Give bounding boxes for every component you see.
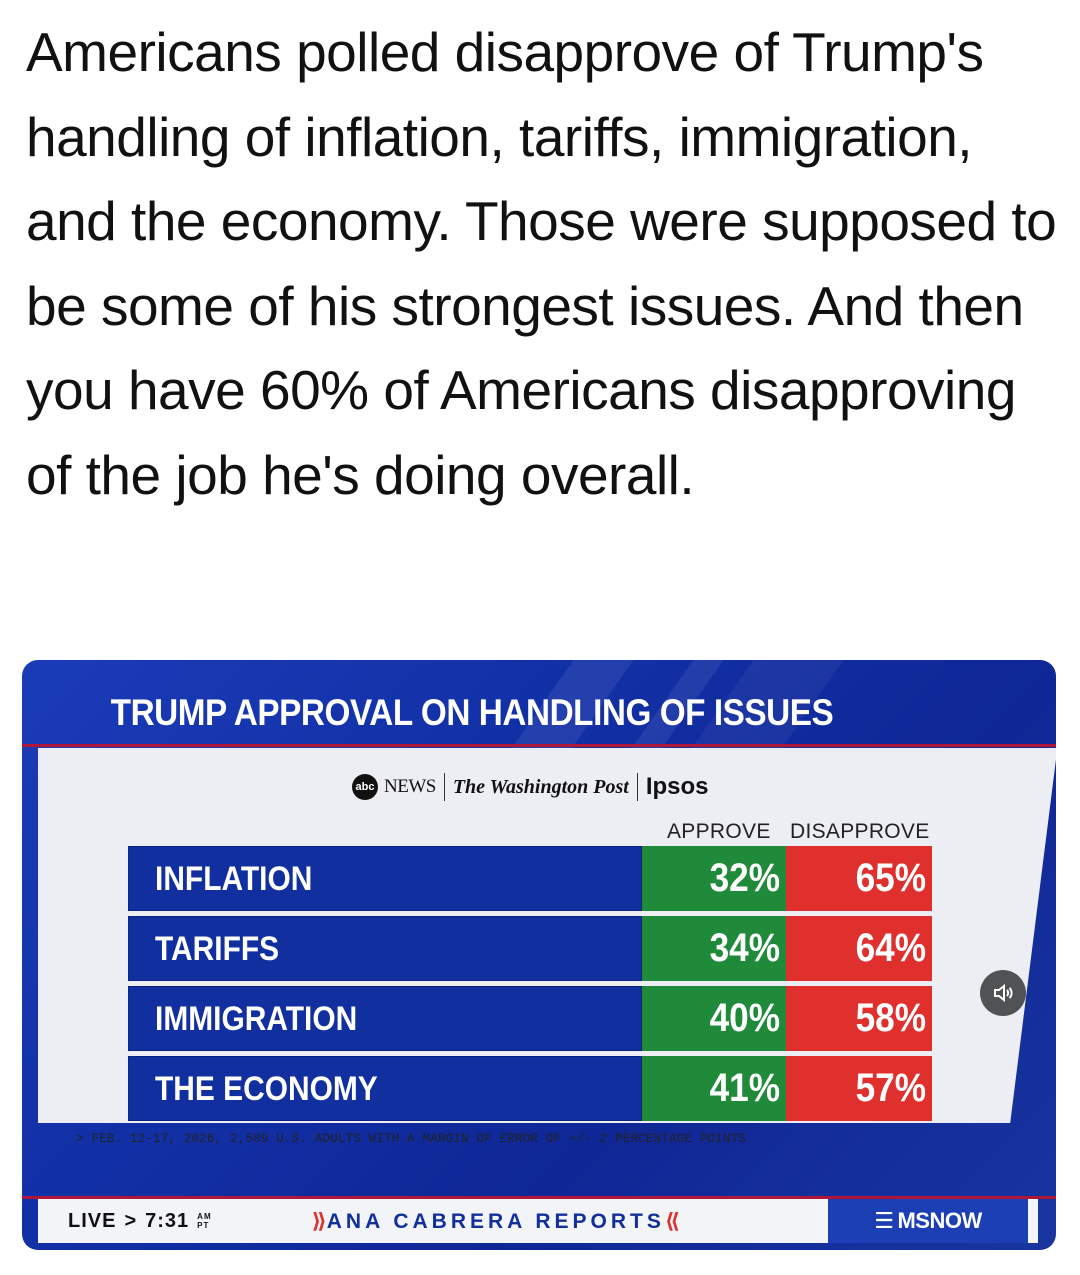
- abc-news-label: NEWS: [384, 776, 436, 797]
- issue-label: THE ECONOMY: [128, 1056, 642, 1121]
- table-row: IMMIGRATION 40% 58%: [128, 986, 932, 1056]
- title-divider: [22, 744, 1056, 747]
- ticker-divider: [22, 1196, 1056, 1199]
- live-indicator: LIVE > 7:31 AM PT: [38, 1210, 212, 1233]
- source-divider: [636, 773, 638, 801]
- disapprove-column-header: DISAPPROVE: [790, 820, 930, 843]
- table-row: INFLATION 32% 65%: [128, 846, 932, 916]
- tv-screenshot: TRUMP APPROVAL ON HANDLING OF ISSUES abc…: [22, 660, 1056, 1250]
- graphic-title: TRUMP APPROVAL ON HANDLING OF ISSUES: [110, 692, 834, 733]
- network-logo: ☰ MSNOW: [828, 1199, 1028, 1243]
- poll-footnote: > FEB. 12-17, 2026, 2,589 U.S. ADULTS WI…: [76, 1132, 747, 1146]
- issue-label: INFLATION: [128, 846, 642, 911]
- live-label: LIVE: [68, 1209, 117, 1232]
- issue-label: IMMIGRATION: [128, 986, 642, 1051]
- approve-column-header: APPROVE: [667, 820, 771, 843]
- live-time: 7:31: [145, 1209, 190, 1232]
- network-mark-icon: ☰: [874, 1208, 894, 1233]
- source-divider: [443, 773, 445, 801]
- table-row: THE ECONOMY 41% 57%: [128, 1056, 932, 1126]
- disapprove-value: 64%: [786, 916, 932, 981]
- chevron-left-icon: ⟪: [664, 1209, 681, 1233]
- approve-value: 32%: [642, 846, 786, 911]
- approve-value: 41%: [642, 1056, 786, 1121]
- disapprove-value: 58%: [786, 986, 932, 1051]
- speaker-icon[interactable]: [980, 970, 1026, 1016]
- show-name: ⟫ANA CABRERA REPORTS⟪: [311, 1209, 681, 1233]
- approve-value: 40%: [642, 986, 786, 1051]
- approve-value: 34%: [642, 916, 786, 981]
- post-text: Americans polled disapprove of Trump's h…: [26, 21, 1057, 506]
- approval-table: INFLATION 32% 65% TARIFFS 34% 64% IMMIGRATION 4…: [128, 846, 932, 1126]
- chevron-right-icon: ⟫: [311, 1209, 327, 1233]
- ipsos-label: Ipsos: [645, 773, 709, 800]
- time-zone: AM PT: [197, 1212, 212, 1230]
- lower-third-ticker: LIVE > 7:31 AM PT ⟫ANA CABRERA REPORTS⟪ ☰…: [38, 1199, 1038, 1243]
- disapprove-value: 65%: [786, 846, 932, 911]
- poll-sources: abc NEWS The Washington Post Ipsos: [352, 770, 709, 804]
- abc-logo-icon: abc: [352, 774, 378, 800]
- disapprove-value: 57%: [786, 1056, 932, 1121]
- washington-post-label: The Washington Post: [452, 775, 629, 798]
- lower-band: [22, 1160, 1056, 1200]
- table-row: TARIFFS 34% 64%: [128, 916, 932, 986]
- issue-label: TARIFFS: [128, 916, 642, 981]
- chevron-right-icon: >: [124, 1209, 138, 1232]
